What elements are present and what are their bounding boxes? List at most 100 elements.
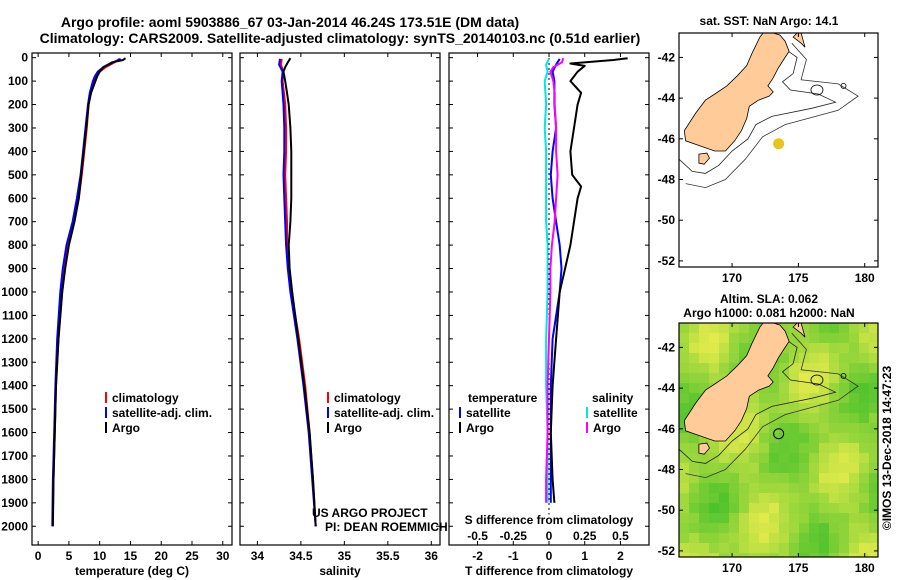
sla-cell	[719, 363, 730, 374]
sla-cell	[779, 553, 790, 557]
sla-cell	[779, 543, 790, 554]
sla-cell	[859, 353, 870, 364]
map-y-tick-label: -50	[658, 213, 676, 227]
sla-cell	[869, 523, 878, 534]
map-y-tick-label: -48	[658, 173, 676, 187]
sla-cell	[759, 463, 770, 474]
sla-cell	[789, 363, 800, 374]
sla-cell	[719, 333, 730, 344]
sla-cell	[869, 463, 878, 474]
sla-cell	[859, 343, 870, 354]
sla-cell	[739, 423, 750, 434]
sla-cell	[849, 543, 860, 554]
sla-cell	[849, 363, 860, 374]
sla-cell	[829, 483, 840, 494]
depth-tick-label: 800	[8, 238, 28, 252]
sla-cell	[679, 363, 690, 374]
sla-cell	[729, 323, 740, 334]
sla-cell	[839, 453, 850, 464]
sla-cell	[739, 323, 750, 334]
sla-cell	[839, 363, 850, 374]
sla-cell	[759, 413, 770, 424]
map-y-tick-label: -44	[658, 381, 676, 395]
depth-tick-label: 1300	[1, 355, 28, 369]
sla-cell	[829, 373, 840, 384]
sla-cell	[749, 323, 760, 334]
figure-title-line2: Climatology: CARS2009. Satellite-adjuste…	[40, 30, 641, 46]
sla-cell	[779, 383, 790, 394]
sla-cell	[819, 403, 830, 414]
sla-cell	[769, 423, 780, 434]
sla-cell	[869, 383, 878, 394]
sla-cell	[739, 513, 750, 524]
sla-cell	[709, 473, 720, 484]
sla-cell	[709, 503, 720, 514]
sla-cell	[839, 383, 850, 394]
sla-cell	[819, 393, 830, 404]
sla-cell	[749, 463, 760, 474]
sla-cell	[829, 553, 840, 557]
sla-cell	[869, 423, 878, 434]
seamount-contour	[840, 83, 847, 89]
sla-cell	[809, 393, 820, 404]
sla-cell	[769, 433, 780, 444]
sla-cell	[719, 463, 730, 474]
secondary-xlabel: S difference from climatology	[465, 513, 634, 527]
sla-cell	[779, 353, 790, 364]
sla-cell	[839, 553, 850, 557]
sla-map-title: Altim. SLA: 0.062	[720, 292, 818, 306]
sla-cell	[869, 553, 878, 557]
salinity-xlabel: salinity	[319, 564, 361, 578]
sla-cell	[749, 503, 760, 514]
difference-line-t-satellite	[549, 58, 563, 503]
map-y-tick-label: -42	[658, 340, 676, 354]
sla-cell	[809, 333, 820, 344]
sla-cell	[739, 473, 750, 484]
sla-cell	[789, 333, 800, 344]
sla-map-subtitle: Argo h1000: 0.081 h2000: NaN	[683, 306, 854, 320]
sla-cell	[829, 533, 840, 544]
sla-cell	[849, 443, 860, 454]
sla-cell	[719, 343, 730, 354]
legend-label: satellite	[593, 406, 638, 420]
x-tick-label: 35.5	[376, 549, 400, 563]
x-tick-label: 20	[155, 549, 169, 563]
figure-title-line1: Argo profile: aoml 5903886_67 03-Jan-201…	[61, 14, 519, 30]
sla-cell	[809, 463, 820, 474]
sla-cell	[859, 453, 870, 464]
sla-cell	[729, 523, 740, 534]
sla-cell	[719, 483, 730, 494]
sla-cell	[819, 363, 830, 374]
sla-cell	[709, 463, 720, 474]
depth-tick-label: 1400	[1, 379, 28, 393]
sla-cell	[859, 393, 870, 404]
sla-cell	[749, 393, 760, 404]
sla-cell	[679, 473, 690, 484]
depth-tick-label: 1800	[1, 472, 28, 486]
sla-cell	[759, 453, 770, 464]
sla-cell	[809, 433, 820, 444]
sla-cell	[709, 333, 720, 344]
legend-label: Argo	[112, 421, 140, 435]
sla-cell	[689, 503, 700, 514]
sla-cell	[799, 463, 810, 474]
sla-cell	[689, 463, 700, 474]
sla-cell	[729, 463, 740, 474]
sla-cell	[869, 433, 878, 444]
sla-cell	[789, 413, 800, 424]
sla-cell	[759, 503, 770, 514]
x-tick-label: -1	[508, 549, 519, 563]
sla-cell	[819, 333, 830, 344]
sla-cell	[709, 523, 720, 534]
legend-header-temperature: temperature	[468, 391, 538, 405]
legend-label: satellite-adj. clim.	[334, 406, 434, 420]
depth-tick-label: 2000	[1, 519, 28, 533]
sla-cell	[689, 483, 700, 494]
isobath-contour	[679, 46, 837, 174]
sla-cell	[829, 363, 840, 374]
sla-cell	[859, 493, 870, 504]
sla-cell	[759, 513, 770, 524]
sla-cell	[729, 353, 740, 364]
sla-cell	[739, 453, 750, 464]
sla-cell	[869, 403, 878, 414]
